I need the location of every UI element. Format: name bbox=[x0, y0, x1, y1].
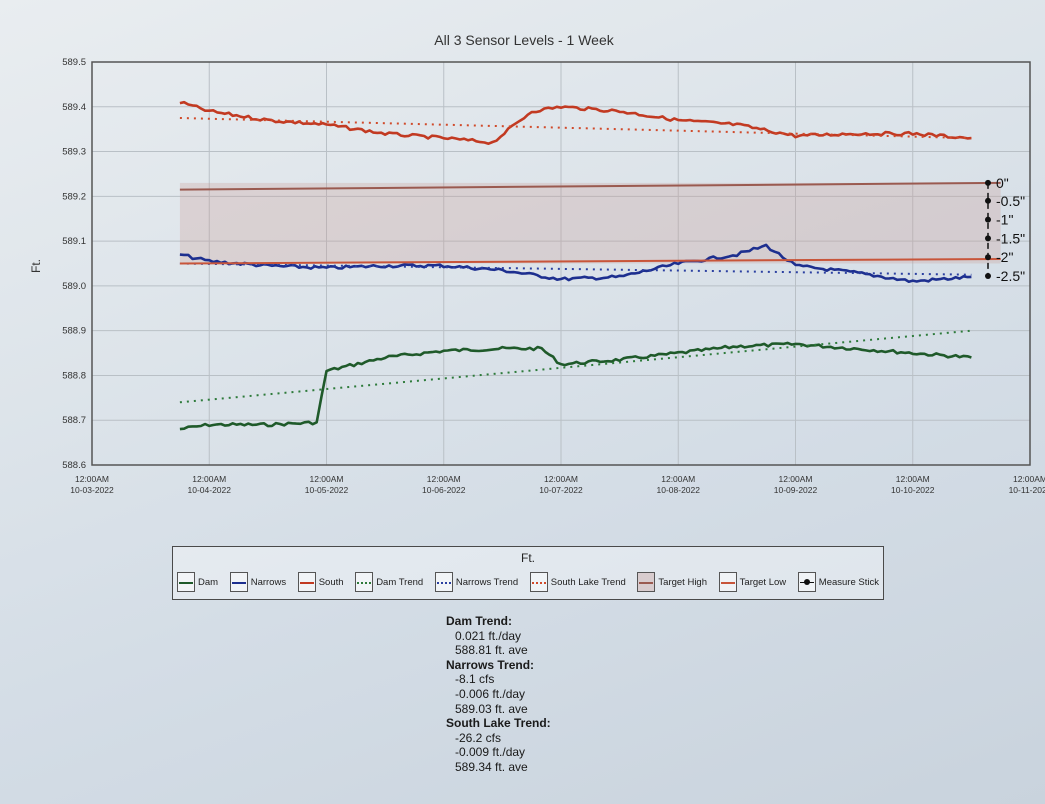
south-lake-trend-flow: -26.2 cfs bbox=[455, 730, 502, 745]
measure-stick-label: -1.5" bbox=[996, 230, 1025, 246]
legend-swatch-south bbox=[297, 572, 316, 592]
narrows-series bbox=[179, 243, 972, 284]
chart-title: All 3 Sensor Levels - 1 Week bbox=[434, 32, 614, 48]
south-lake-trend-average: 589.34 ft. ave bbox=[455, 759, 528, 774]
legend-item-measure-stick: Measure Stick bbox=[797, 572, 879, 592]
series-layer bbox=[179, 100, 1001, 431]
legend: Ft. Dam Narrows South Dam Trend Narrows Tren… bbox=[172, 546, 884, 600]
legend-swatch-target-low bbox=[718, 572, 737, 592]
dam-trend-series bbox=[179, 329, 972, 404]
narrows-trend-heading: Narrows Trend: bbox=[446, 657, 535, 672]
legend-item-south-lake-trend: South Lake Trend bbox=[529, 572, 626, 592]
south-lake-trend-heading: South Lake Trend: bbox=[446, 716, 551, 731]
legend-item-dam: Dam bbox=[177, 572, 218, 592]
measure-stick-label: 0" bbox=[996, 175, 1009, 191]
legend-label-target-high: Target High bbox=[658, 576, 708, 588]
measure-stick-label: -2" bbox=[996, 249, 1013, 265]
y-tick-label: 588.7 bbox=[62, 415, 86, 426]
measure-stick-marker bbox=[985, 179, 991, 186]
legend-swatch-dam bbox=[177, 572, 195, 592]
y-tick-label: 588.6 bbox=[62, 460, 86, 471]
legend-label-narrows: Narrows bbox=[250, 576, 287, 588]
legend-label-measure-stick: Measure Stick bbox=[818, 576, 879, 588]
y-tick-label: 589.1 bbox=[62, 236, 86, 247]
dam-trend-average: 588.81 ft. ave bbox=[455, 643, 528, 658]
y-tick-label: 589.0 bbox=[62, 281, 86, 292]
legend-label-dam: Dam bbox=[198, 576, 219, 588]
south-lake-trend-series bbox=[179, 117, 972, 140]
plot-frame bbox=[91, 61, 1031, 466]
target-low-series bbox=[179, 258, 1001, 265]
y-tick-label: 589.5 bbox=[62, 57, 86, 68]
y-tick-label: 588.9 bbox=[62, 326, 86, 337]
legend-items: Dam Narrows South Dam Trend Narrows Trend Sou… bbox=[177, 569, 879, 595]
x-tick-label: 12:00AM 10-03-2022 bbox=[70, 474, 114, 495]
legend-label-south: South bbox=[318, 576, 344, 588]
legend-swatch-narrows-trend bbox=[434, 572, 453, 592]
x-tick-label: 12:00AM 10-06-2022 bbox=[422, 474, 466, 495]
legend-item-target-high: Target High bbox=[637, 572, 707, 592]
legend-swatch-narrows bbox=[229, 572, 248, 592]
y-tick-label: 588.8 bbox=[62, 370, 86, 381]
south-lake-trend-rate: -0.009 ft./day bbox=[455, 745, 526, 760]
x-tick-label: 12:00AM 10-08-2022 bbox=[657, 474, 701, 495]
measure-stick-marker bbox=[985, 273, 991, 280]
dam-series bbox=[179, 341, 972, 431]
line-chart: 589.5 589.4 589.3 589.2 589.1 589.0 588.9 588.8… bbox=[29, 32, 1045, 495]
measure-stick-label: -2.5" bbox=[996, 268, 1025, 284]
legend-label-south-lake-trend: South Lake Trend bbox=[550, 576, 626, 588]
legend-swatch-dam-trend bbox=[355, 572, 374, 592]
x-tick-label: 12:00AM 10-04-2022 bbox=[188, 474, 232, 495]
measure-stick-marker bbox=[985, 254, 991, 261]
dam-trend-heading: Dam Trend: bbox=[446, 614, 513, 628]
x-tick-label: 12:00AM 10-09-2022 bbox=[774, 474, 818, 495]
measure-stick-marker bbox=[985, 216, 991, 223]
legend-title: Ft. bbox=[521, 551, 535, 565]
measure-stick-marker bbox=[985, 235, 991, 242]
narrows-trend-flow: -8.1 cfs bbox=[455, 672, 495, 687]
narrows-trend-rate: -0.006 ft./day bbox=[455, 686, 526, 701]
legend-label-dam-trend: Dam Trend bbox=[376, 576, 424, 588]
narrows-trend-series bbox=[179, 262, 972, 276]
legend-item-dam-trend: Dam Trend bbox=[355, 572, 423, 592]
dam-trend-rate: 0.021 ft./day bbox=[455, 628, 522, 643]
trend-stats: Dam Trend: 0.021 ft./day 588.81 ft. ave … bbox=[446, 614, 646, 775]
legend-label-narrows-trend: Narrows Trend bbox=[455, 576, 519, 588]
measure-stick-marker bbox=[985, 197, 991, 204]
measure-stick: 0" -0.5" -1" -1.5" -2" -2.5" bbox=[985, 175, 1025, 284]
measure-stick-label: -1" bbox=[996, 212, 1013, 228]
legend-swatch-target-high bbox=[637, 572, 656, 592]
tick-labels: 589.5 589.4 589.3 589.2 589.1 589.0 588.9 588.8… bbox=[62, 57, 1045, 495]
target-band bbox=[179, 182, 1001, 264]
y-tick-label: 589.3 bbox=[62, 147, 86, 158]
legend-item-target-low: Target Low bbox=[718, 572, 787, 592]
legend-item-narrows: Narrows bbox=[229, 572, 287, 592]
y-tick-label: 589.2 bbox=[62, 191, 86, 202]
x-tick-label: 12:00AM 10-07-2022 bbox=[539, 474, 583, 495]
x-tick-label: 12:00AM 10-05-2022 bbox=[305, 474, 349, 495]
legend-item-south: South bbox=[297, 572, 344, 592]
measure-stick-label: -0.5" bbox=[996, 193, 1025, 209]
south-series bbox=[179, 100, 972, 145]
legend-label-target-low: Target Low bbox=[739, 576, 787, 588]
y-tick-label: 589.4 bbox=[62, 102, 86, 113]
legend-swatch-south-lake-trend bbox=[529, 572, 548, 592]
target-high-series bbox=[179, 181, 1001, 191]
legend-swatch-measure-stick bbox=[797, 572, 816, 592]
x-tick-label: 12:00AM 10-10-2022 bbox=[891, 474, 935, 495]
narrows-trend-average: 589.03 ft. ave bbox=[455, 701, 528, 716]
y-axis-label: Ft. bbox=[29, 259, 43, 273]
legend-item-narrows-trend: Narrows Trend bbox=[434, 572, 519, 592]
